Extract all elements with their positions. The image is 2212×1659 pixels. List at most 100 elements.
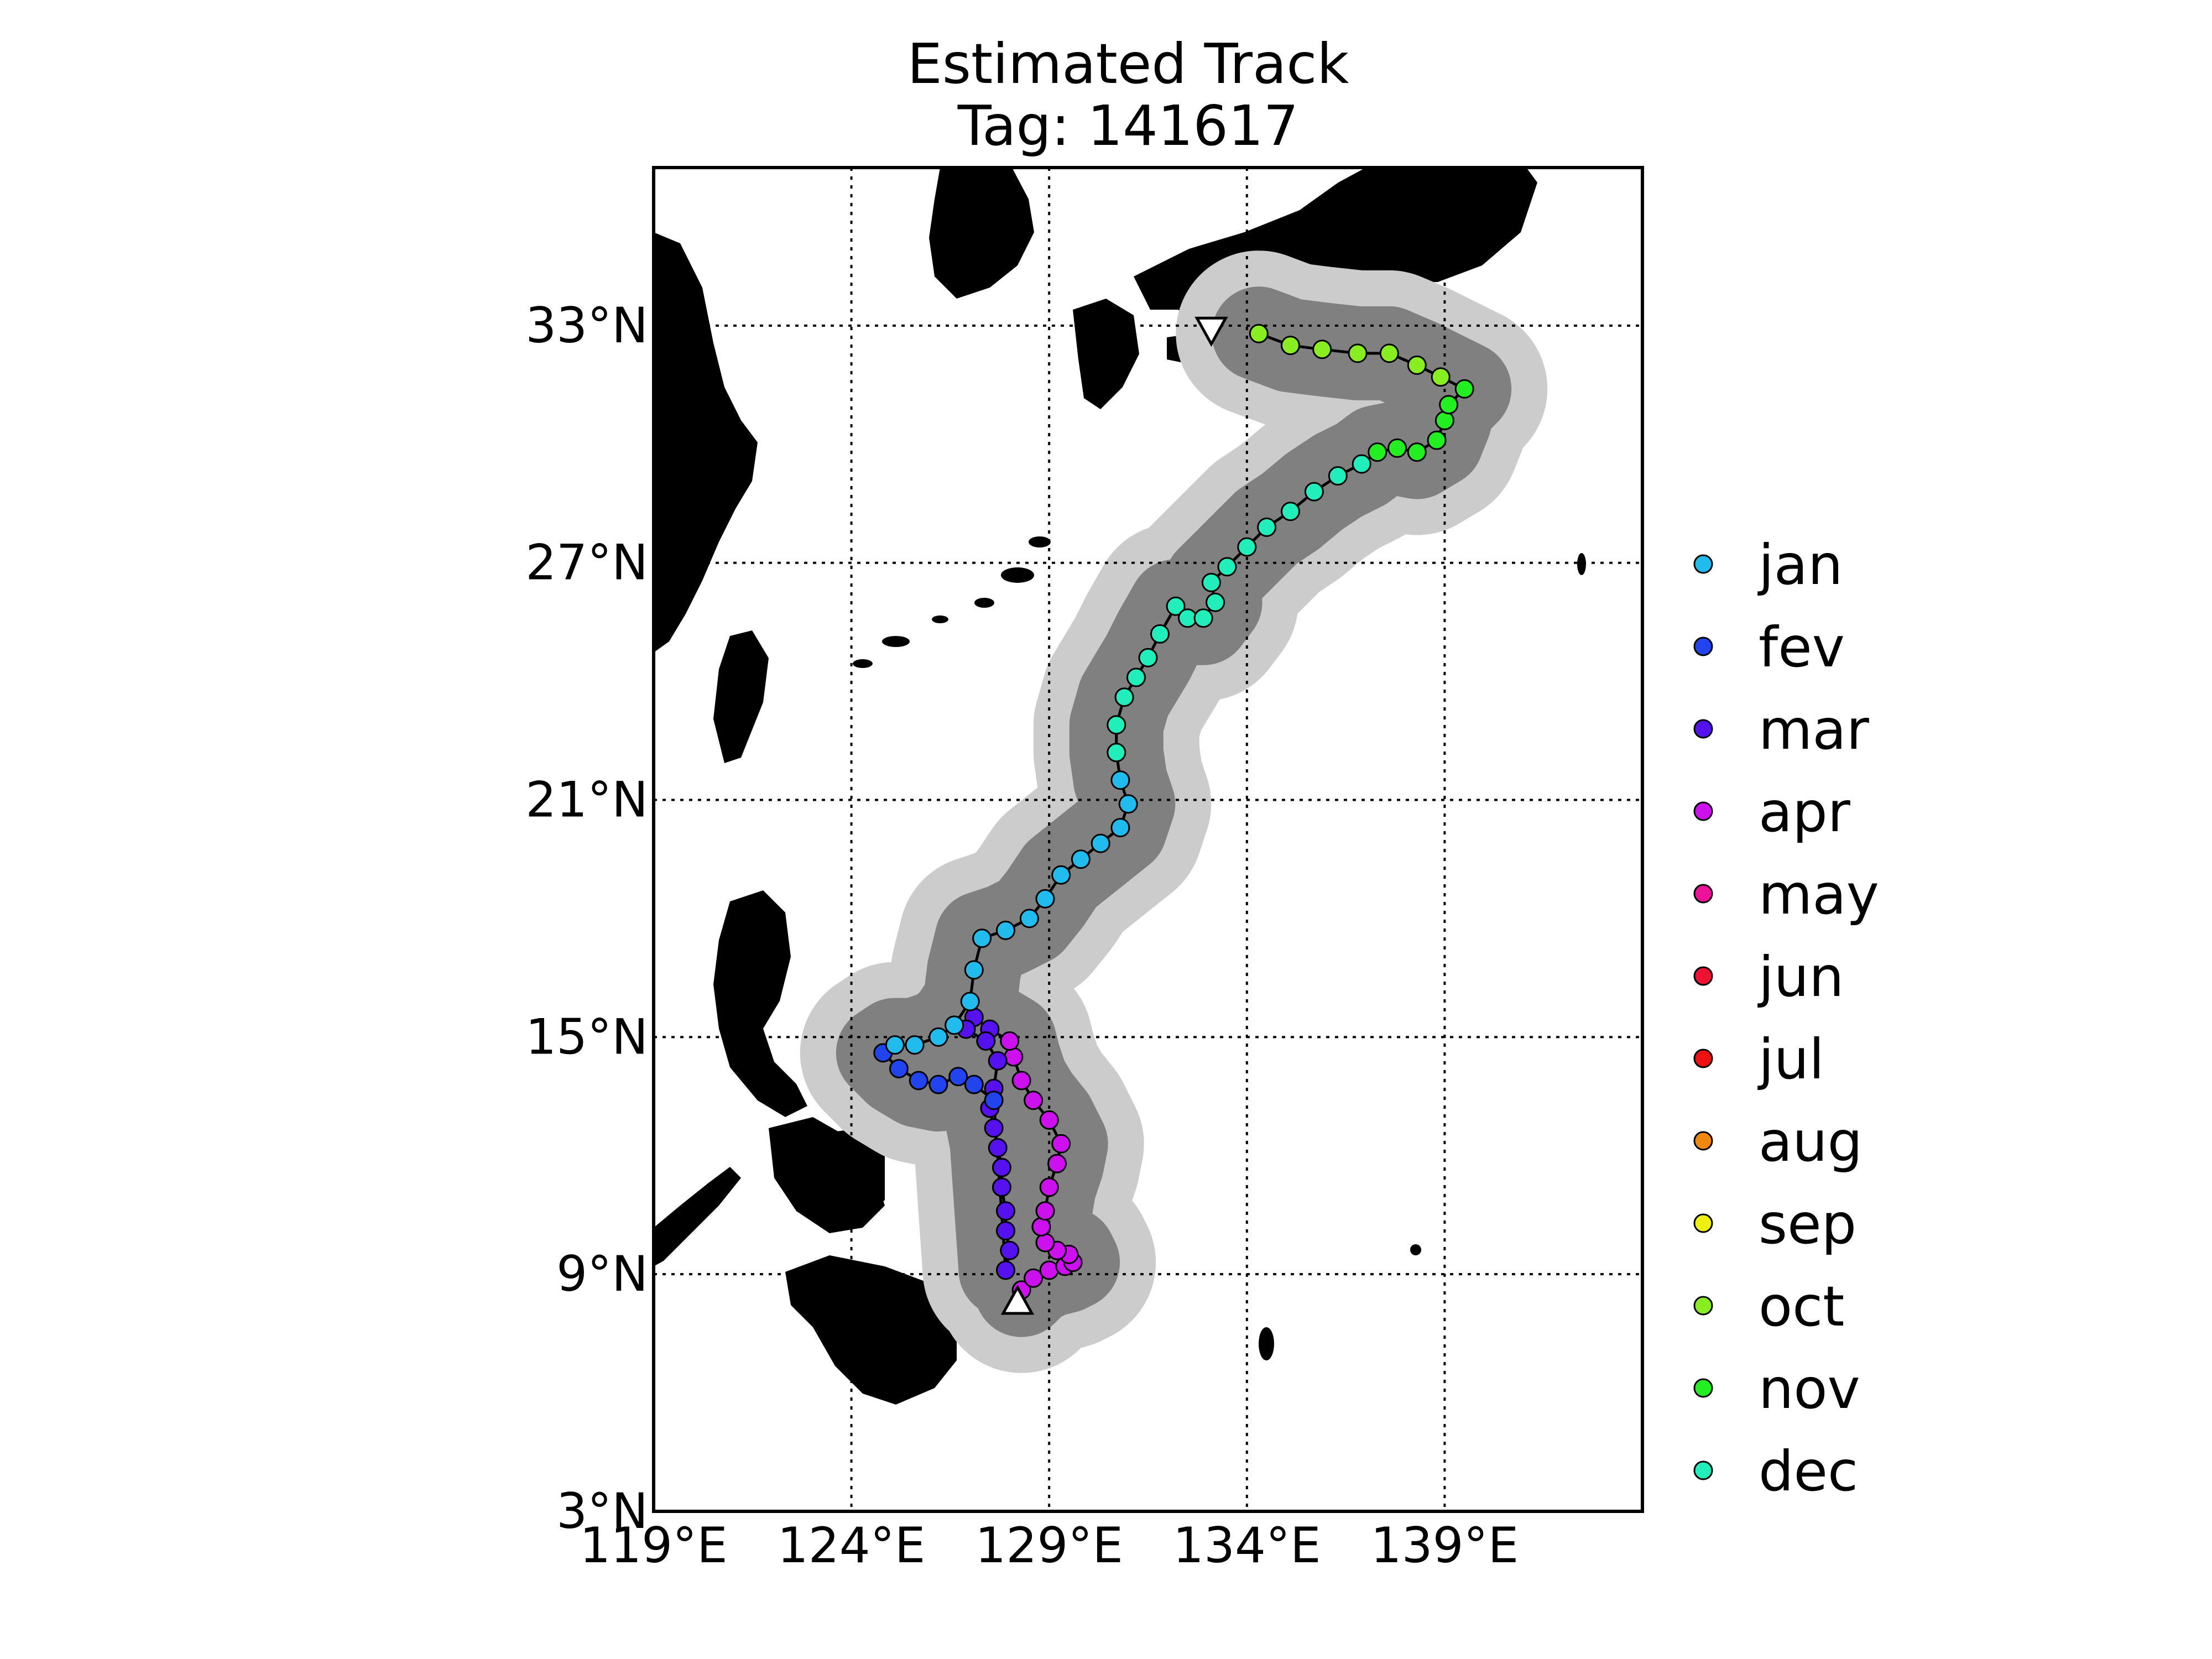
legend-label-jun: jun (1757, 945, 1844, 1009)
track-point-apr-8 (1031, 1217, 1051, 1237)
track-point-apr-16 (1004, 1047, 1024, 1067)
lat-tick-label-3: 15°N (525, 1008, 648, 1065)
track-point-fev-36 (928, 1074, 948, 1094)
map-grid (654, 168, 1642, 1511)
legend-marker-fev (1693, 637, 1713, 656)
track-point-nov-77 (1427, 430, 1447, 450)
track-point-apr-12 (1051, 1134, 1071, 1154)
track-point-fev-35 (948, 1067, 968, 1087)
track-point-oct-81 (1431, 367, 1451, 387)
legend-marker-jan (1693, 554, 1713, 574)
lat-tick-label-0: 33°N (525, 297, 648, 354)
track-point-jan-49 (1035, 889, 1055, 909)
track-point-jan-51 (1071, 849, 1091, 869)
track-point-apr-7 (1035, 1233, 1055, 1253)
track-point-fev-33 (984, 1091, 1004, 1110)
track-point-jan-45 (964, 960, 984, 980)
track-point-dec-70 (1281, 502, 1300, 521)
track-point-jan-48 (1019, 909, 1039, 928)
track-point-apr-15 (1011, 1071, 1031, 1091)
track-point-nov-78 (1434, 410, 1454, 430)
track-point-mar-21 (976, 1031, 996, 1051)
track-point-fev-38 (889, 1059, 909, 1078)
land-island-palau (1259, 1327, 1274, 1360)
track-point-apr-13 (1039, 1110, 1059, 1130)
track-point-dec-59 (1126, 667, 1146, 687)
title-line-1: Estimated Track (907, 32, 1349, 96)
track-point-apr-17 (1000, 1031, 1020, 1051)
track-point-nov-74 (1368, 442, 1387, 462)
land-island-far-east (1577, 553, 1586, 575)
track-point-dec-57 (1107, 715, 1126, 735)
track-point-fev-34 (964, 1074, 984, 1094)
track-point-dec-58 (1114, 687, 1134, 707)
track-point-mar-32 (996, 1260, 1015, 1280)
legend-marker-mar (1693, 719, 1713, 739)
track-point-dec-64 (1193, 608, 1213, 628)
legend-marker-apr (1693, 801, 1713, 821)
track-point-jan-42 (928, 1027, 948, 1047)
track-point-dec-71 (1304, 482, 1324, 502)
land-ryukyu-6 (932, 615, 948, 623)
track-point-dec-69 (1257, 517, 1277, 537)
legend-marker-may (1693, 884, 1713, 904)
track-point-oct-83 (1379, 343, 1399, 363)
track-point-apr-14 (1024, 1091, 1044, 1110)
track-point-jan-50 (1051, 865, 1071, 885)
track-point-dec-66 (1201, 572, 1221, 592)
track-point-nov-80 (1454, 379, 1474, 399)
track-point-jan-54 (1118, 794, 1138, 814)
land-ryukyu-1 (1001, 567, 1034, 583)
track-point-apr-9 (1035, 1201, 1055, 1221)
track-point-dec-60 (1138, 648, 1158, 667)
legend-label-oct: oct (1759, 1274, 1844, 1339)
lat-tick-label-4: 9°N (556, 1245, 648, 1302)
land-ryukyu-5 (853, 659, 873, 668)
legend-label-fev: fev (1759, 615, 1845, 680)
land-china-coast (654, 232, 758, 653)
end-marker-triangle-icon (1194, 316, 1228, 347)
track-point-apr-11 (1047, 1154, 1067, 1173)
legend-marker-oct (1693, 1296, 1713, 1316)
land-ryukyu-2 (1029, 536, 1051, 547)
track-point-jan-44 (960, 992, 980, 1011)
land-korea (929, 168, 1034, 299)
track-point-dec-61 (1150, 624, 1170, 644)
track-point-jan-41 (905, 1035, 925, 1055)
legend-label-jan: jan (1757, 533, 1843, 597)
track-point-jan-47 (996, 920, 1015, 940)
legend-label-may: may (1759, 862, 1879, 927)
track-point-dec-67 (1217, 557, 1237, 577)
legend-label-mar: mar (1759, 697, 1870, 762)
track-point-mar-25 (984, 1118, 1004, 1138)
track-point-apr-1 (1024, 1268, 1044, 1288)
land-taiwan (713, 630, 769, 763)
track-point-dec-65 (1206, 592, 1225, 612)
track-point-oct-85 (1312, 340, 1332, 359)
legend: jan fev mar apr may jun jul aug sep oct nov dec (1693, 533, 1879, 1504)
start-marker-triangle-icon (1000, 1285, 1035, 1315)
track-point-apr-2 (1039, 1260, 1059, 1280)
track-point-jan-46 (972, 928, 992, 948)
legend-marker-sep (1693, 1213, 1713, 1233)
legend-label-apr: apr (1759, 780, 1851, 844)
lon-tick-label-0: 119°E (580, 1517, 728, 1574)
track-points (873, 324, 1474, 1300)
track-point-mar-26 (988, 1138, 1008, 1157)
legend-marker-jul (1693, 1048, 1713, 1068)
land-island-east (1410, 1244, 1421, 1255)
legend-marker-jun (1693, 966, 1713, 986)
lat-tick-label-2: 21°N (525, 771, 648, 828)
legend-label-dec: dec (1759, 1439, 1858, 1504)
track-line (880, 332, 1467, 1291)
plot-border (652, 166, 1644, 1513)
track-point-oct-82 (1407, 355, 1427, 375)
track-point-dec-72 (1328, 466, 1348, 486)
track-point-dec-56 (1107, 743, 1126, 763)
chart-title: Estimated Track Tag: 141617 (0, 33, 2212, 157)
track-point-mar-22 (988, 1051, 1008, 1071)
longitude-tick-labels: 119°E 124°E 129°E 134°E 139°E (580, 1517, 1519, 1574)
track-point-mar-29 (996, 1201, 1015, 1221)
latitude-tick-labels: 33°N 27°N 21°N 15°N 9°N 3°N (525, 297, 648, 1540)
